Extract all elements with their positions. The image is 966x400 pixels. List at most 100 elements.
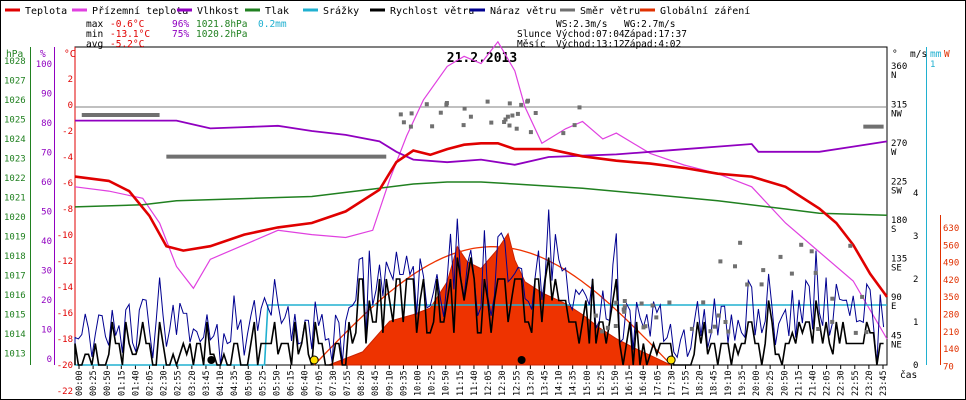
legend: Teplota Přízemní teplota Vlhkost Tlak Sr… bbox=[5, 5, 750, 17]
x-tick-label: 13:20 bbox=[526, 370, 536, 396]
dir-tick-label: 45 bbox=[891, 332, 902, 342]
x-tick-label: 23:45 bbox=[879, 370, 889, 396]
moonrise-marker bbox=[517, 356, 526, 364]
x-tick-label: 00:50 bbox=[103, 370, 113, 396]
x-tick-label: 11:15 bbox=[456, 370, 466, 396]
wind-direction-dot bbox=[733, 264, 737, 269]
dir-unit: ° bbox=[892, 49, 898, 60]
x-tick-label: 00:00 bbox=[75, 370, 85, 396]
wind-direction-dot bbox=[667, 300, 672, 305]
wm2-tick-label: 490 bbox=[943, 259, 959, 269]
degc-tick-label: -2 bbox=[62, 127, 73, 137]
wind-direction-dot bbox=[726, 329, 731, 334]
wm2-tick-label: 350 bbox=[943, 293, 959, 303]
x-tick-label: 02:05 bbox=[146, 370, 156, 396]
dir-tick-label: 270 bbox=[891, 139, 907, 149]
wind-direction-dot bbox=[701, 300, 706, 305]
pct-tick-label: 0 bbox=[47, 355, 52, 365]
stat-avg-temp: -5.2°C bbox=[110, 39, 144, 50]
x-tick-label: 21:15 bbox=[794, 370, 804, 396]
x-tick-label: 01:15 bbox=[117, 370, 127, 396]
x-tick-label: 20:00 bbox=[752, 370, 762, 396]
wm2-tick-label: 630 bbox=[943, 224, 959, 234]
x-tick-label: 08:20 bbox=[357, 370, 367, 396]
dir-tick-label: 180 bbox=[891, 216, 907, 226]
x-tick-label: 14:35 bbox=[569, 370, 579, 396]
info-ws: WS:2.3m/s bbox=[556, 19, 607, 30]
x-tick-label: 20:50 bbox=[780, 370, 790, 396]
x-tick-label: 07:30 bbox=[329, 370, 339, 396]
wind-direction-dot bbox=[577, 105, 582, 110]
x-tick-label: 22:05 bbox=[823, 370, 833, 396]
stats-block: max -0.6°C 96% 1021.8hPa 0.2mm min -13.1… bbox=[86, 19, 287, 50]
degc-tick-label: -12 bbox=[57, 257, 73, 267]
wind-direction-dot bbox=[716, 313, 721, 318]
degc-tick-label: -22 bbox=[57, 387, 73, 397]
info-moon-set: Západ:4:02 bbox=[624, 39, 681, 50]
wind-direction-dot bbox=[528, 130, 533, 135]
stat-max-hum: 96% bbox=[172, 19, 189, 30]
degc-tick-label: -4 bbox=[62, 153, 73, 163]
wind-direction-dot bbox=[799, 242, 804, 247]
degc-tick-label: 2 bbox=[68, 75, 73, 85]
stat-max-rain: 0.2mm bbox=[258, 19, 287, 30]
hpa-tick-label: 1017 bbox=[4, 272, 26, 282]
wind-direction-dot bbox=[689, 326, 694, 331]
wind-direction-dot bbox=[462, 106, 467, 111]
legend-label: Přízemní teplota bbox=[92, 5, 188, 17]
x-tick-label: 09:10 bbox=[385, 370, 395, 396]
pct-tick-label: 90 bbox=[41, 90, 52, 100]
degc-tick-label: -18 bbox=[57, 335, 73, 345]
x-tick-label: 12:55 bbox=[512, 370, 522, 396]
wind-direction-dot bbox=[848, 243, 853, 248]
wind-direction-dot bbox=[639, 301, 644, 306]
wind-direction-dot bbox=[438, 110, 443, 115]
degc-tick-label: -6 bbox=[62, 179, 73, 189]
info-block: WS:2.3m/s WG:2.7m/s Slunce Východ:07:04 … bbox=[517, 19, 687, 50]
mm-unit: mm bbox=[930, 49, 942, 60]
x-tick-label: 01:40 bbox=[131, 370, 141, 396]
x-tick-label: 03:20 bbox=[188, 370, 198, 396]
wind-direction-dot bbox=[489, 120, 494, 125]
stat-max-press: 1021.8hPa bbox=[196, 19, 247, 30]
wm2-tick-label: 280 bbox=[943, 311, 959, 321]
x-tick-label: 17:05 bbox=[653, 370, 663, 396]
wind-direction-dot bbox=[622, 299, 627, 303]
series-wind-gust bbox=[74, 209, 885, 366]
wind-layer bbox=[74, 98, 885, 368]
x-tick-label: 08:45 bbox=[371, 370, 381, 396]
pct-tick-label: 50 bbox=[41, 208, 52, 218]
dir-tick-label: S bbox=[891, 225, 896, 235]
wind-direction-dot bbox=[761, 268, 766, 273]
wind-direction-dot bbox=[641, 325, 646, 330]
x-tick-label: 21:40 bbox=[808, 370, 818, 396]
wind-direction-dot bbox=[622, 304, 627, 309]
dir-tick-label: E bbox=[891, 302, 896, 312]
wind-direction-dot bbox=[533, 111, 538, 115]
x-tick-label: 15:50 bbox=[611, 370, 621, 396]
wind-direction-dot bbox=[503, 117, 508, 122]
wind-direction-dot bbox=[461, 123, 466, 128]
pct-unit: % bbox=[40, 49, 46, 60]
wind-direction-dot bbox=[401, 120, 406, 125]
info-sun-set: Západ:17:37 bbox=[624, 29, 687, 40]
radiation-area bbox=[328, 232, 671, 366]
dir-tick-label: 90 bbox=[891, 293, 902, 303]
wind-direction-dot bbox=[398, 112, 403, 117]
x-tick-label: 05:50 bbox=[272, 370, 282, 396]
wind-direction-dot bbox=[718, 259, 723, 264]
x-tick-label: 00:25 bbox=[89, 370, 99, 396]
degc-tick-label: -14 bbox=[57, 283, 73, 293]
info-sun-rise: Východ:07:04 bbox=[556, 29, 625, 40]
series-wind-speed bbox=[74, 257, 884, 368]
x-tick-label: 02:30 bbox=[160, 370, 170, 396]
hpa-tick-label: 1027 bbox=[4, 77, 26, 87]
series-temperature bbox=[74, 142, 889, 298]
ms-tick-label: 0 bbox=[913, 361, 918, 371]
ms-unit: m/s bbox=[910, 49, 927, 60]
wind-direction-dot bbox=[621, 307, 626, 312]
hpa-tick-label: 1025 bbox=[4, 116, 26, 126]
wind-direction-dot bbox=[789, 271, 794, 276]
series-pressure bbox=[74, 181, 888, 216]
